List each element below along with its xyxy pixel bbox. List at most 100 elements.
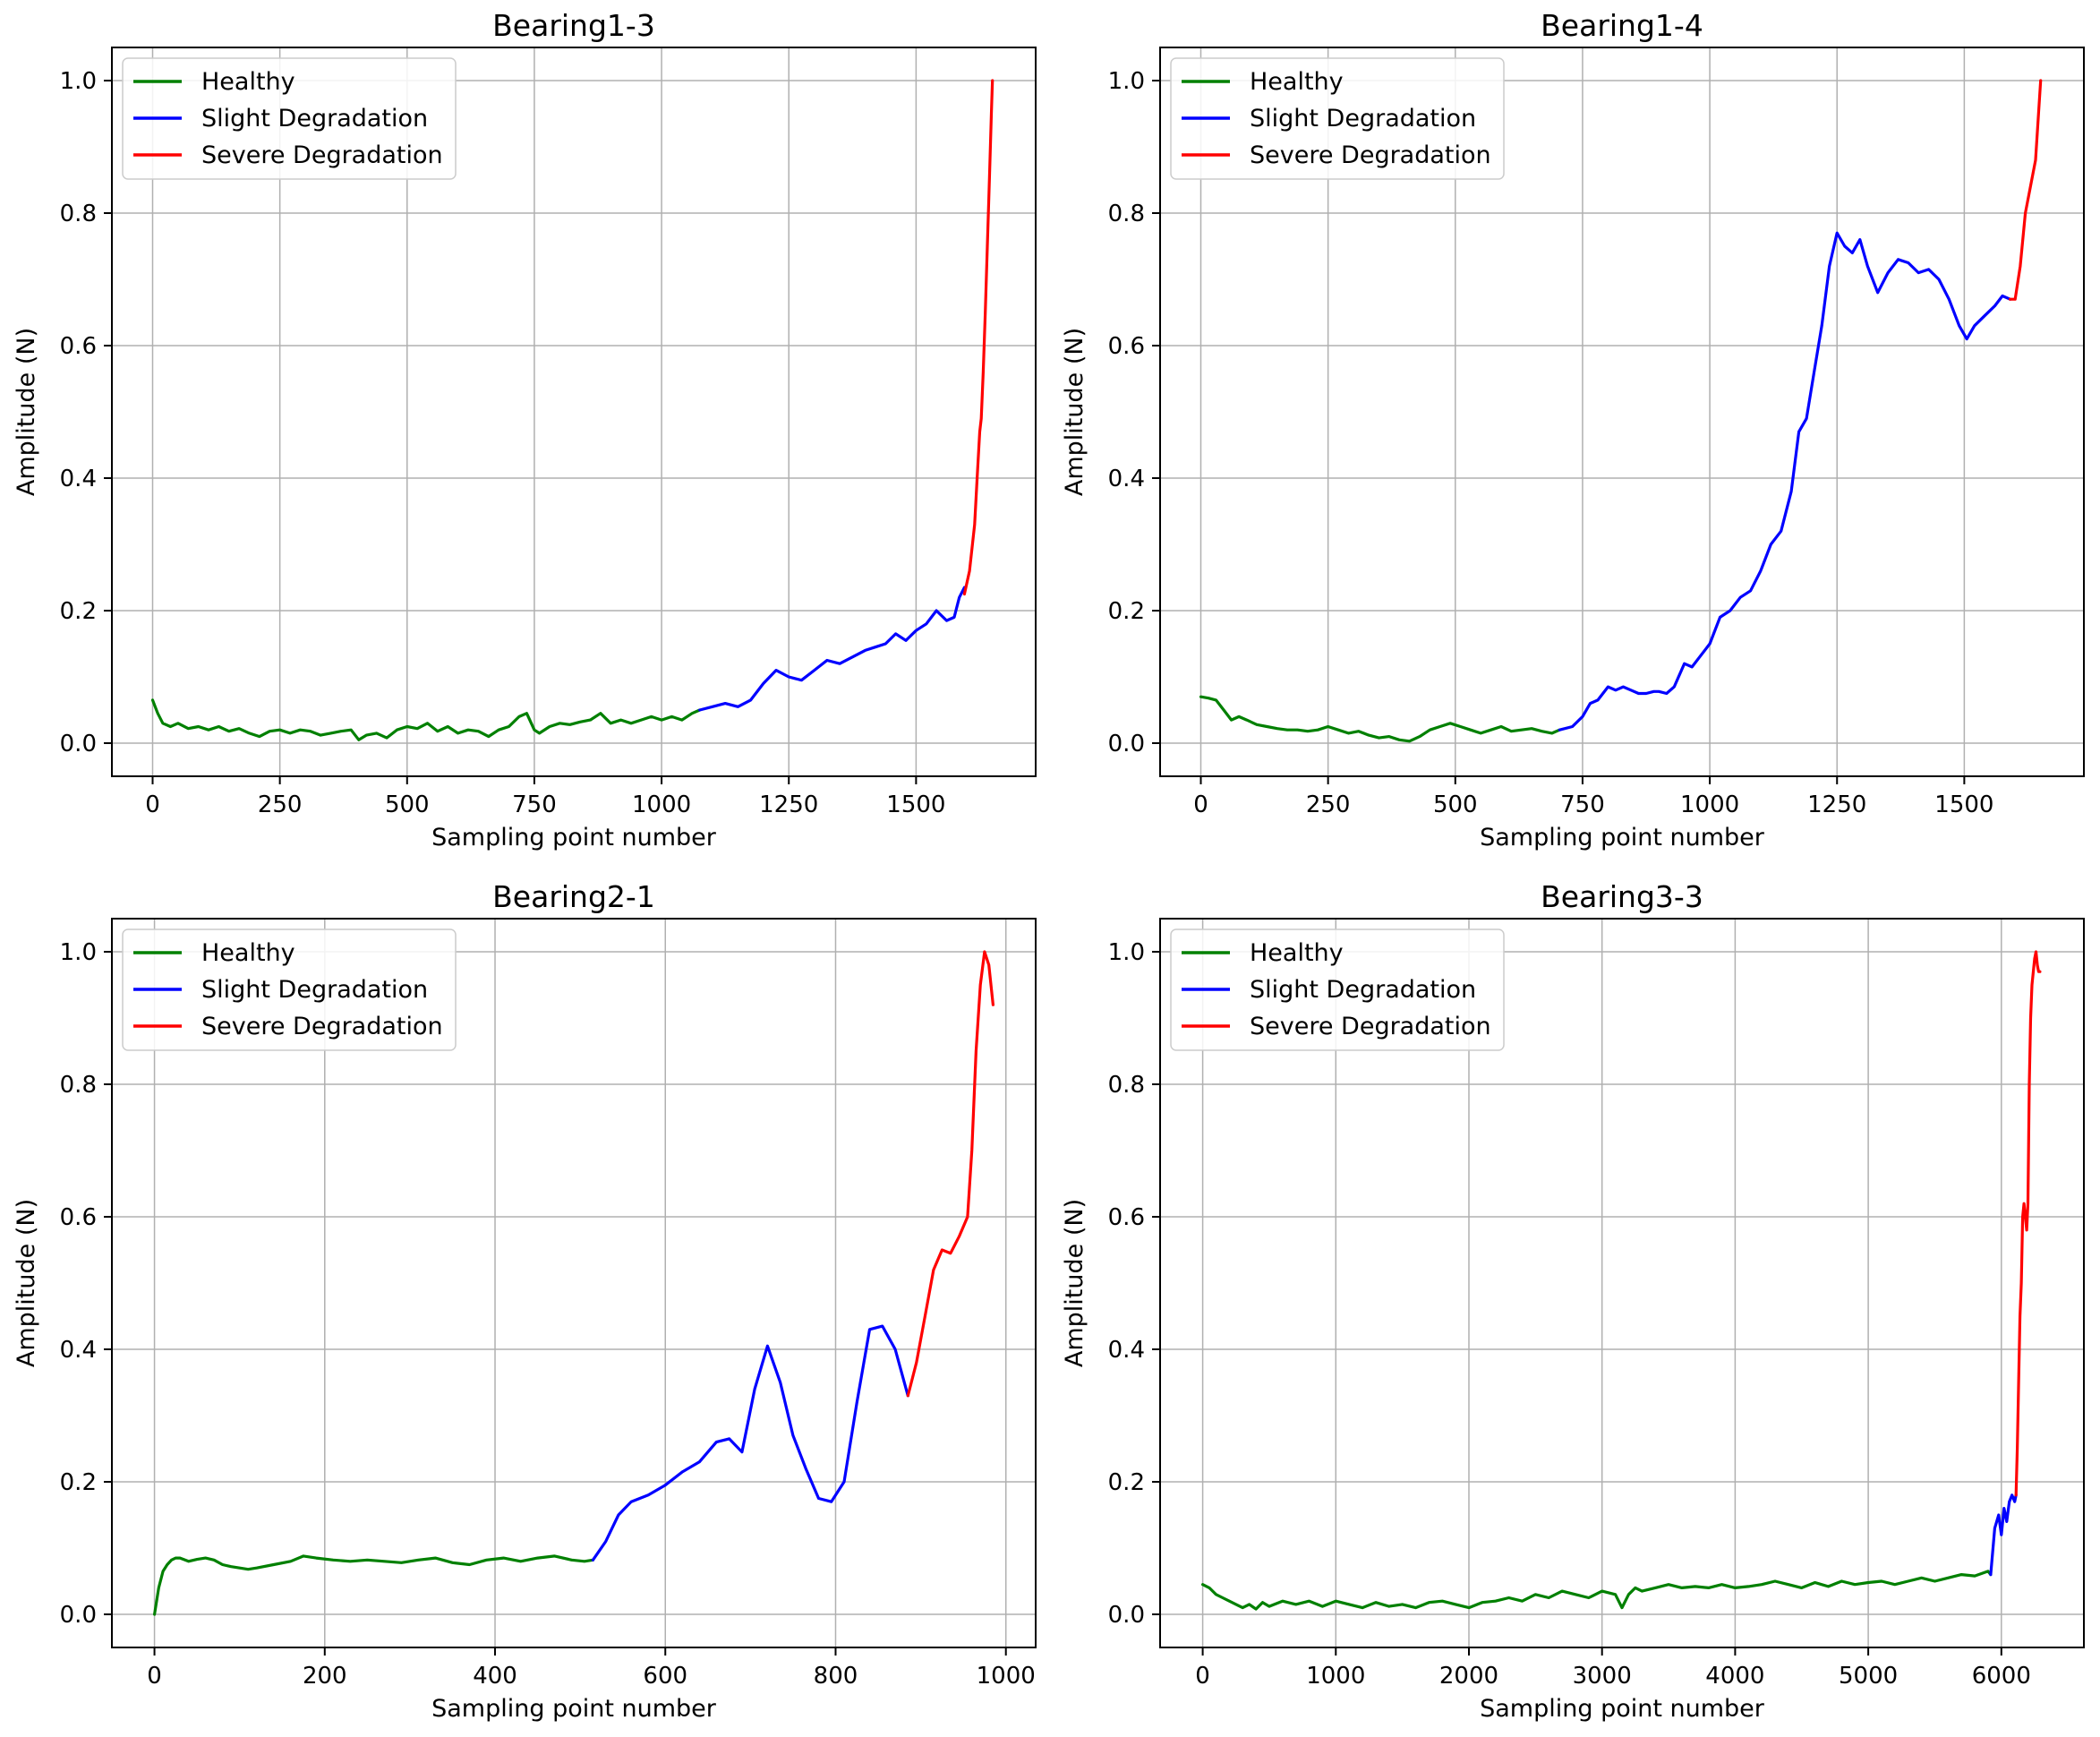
axes-frame	[111, 47, 1037, 777]
x-tick-label: 1000	[1306, 1663, 1365, 1690]
series-line-severe-degradation	[906, 950, 995, 1398]
series-line-slight-degradation	[1989, 1493, 2018, 1577]
y-tick-label: 0.0	[1108, 731, 1145, 757]
series-line-healthy	[150, 698, 702, 741]
y-tick-label: 0.8	[1108, 1072, 1145, 1099]
x-tick-label: 0	[1193, 791, 1208, 818]
legend-label: Healthy	[1250, 68, 1344, 96]
legend-label: Healthy	[201, 68, 295, 96]
y-tick-label: 0.6	[1108, 1204, 1145, 1231]
series-line-healthy	[1199, 695, 1561, 743]
legend-box	[1170, 57, 1505, 180]
x-tick-label: 1000	[632, 791, 691, 818]
series-line-severe-degradation	[2009, 79, 2043, 301]
y-tick-label: 0.8	[60, 201, 97, 227]
axes-frame	[1159, 918, 2085, 1648]
y-tick-label: 0.4	[60, 1337, 97, 1364]
series-line-slight-degradation	[591, 1324, 909, 1562]
y-tick-label: 0.4	[1108, 466, 1145, 492]
y-tick-label: 1.0	[1108, 939, 1145, 966]
legend-label: Severe Degradation	[1250, 1013, 1491, 1040]
y-tick-label: 1.0	[1108, 68, 1145, 95]
x-tick-label: 4000	[1705, 1663, 1764, 1690]
legend-box	[122, 928, 457, 1051]
y-tick-label: 0.8	[60, 1072, 97, 1099]
y-tick-label: 1.0	[60, 939, 97, 966]
legend-label: Slight Degradation	[1250, 976, 1476, 1004]
legend-label: Severe Degradation	[201, 1013, 443, 1040]
y-tick-label: 0.6	[60, 333, 97, 360]
y-axis-label: Amplitude (N)	[1061, 1199, 1088, 1367]
y-axis-label: Amplitude (N)	[1061, 328, 1088, 496]
x-tick-label: 500	[385, 791, 430, 818]
x-tick-label: 800	[814, 1663, 858, 1690]
y-tick-label: 0.4	[60, 466, 97, 492]
x-tick-label: 1000	[1680, 791, 1739, 818]
y-tick-label: 0.4	[1108, 1337, 1145, 1364]
axes-frame	[1159, 47, 2085, 777]
y-axis-label: Amplitude (N)	[13, 328, 40, 496]
x-axis-label: Sampling point number	[431, 824, 717, 851]
y-tick-label: 0.2	[1108, 1469, 1145, 1496]
panel-4: 0 1000 2000 3000 4000 5000 6000 0.0 0.2 0.4 0.6 0.8…	[1061, 879, 2085, 1723]
legend-label: Slight Degradation	[1250, 105, 1476, 133]
x-tick-label: 0	[1195, 1663, 1210, 1690]
chart-title: Bearing3-3	[1541, 879, 1703, 914]
series-line-severe-degradation	[962, 79, 995, 596]
y-tick-label: 0.0	[60, 1602, 97, 1629]
y-tick-label: 0.6	[60, 1204, 97, 1231]
series-line-healthy	[1200, 1570, 1993, 1611]
x-tick-label: 0	[145, 791, 160, 818]
series-line-slight-degradation	[1558, 231, 2012, 732]
legend: Healthy Slight Degradation Severe Degradat…	[122, 57, 457, 180]
y-tick-label: 0.2	[60, 1469, 97, 1496]
x-tick-label: 600	[643, 1663, 687, 1690]
x-tick-label: 1000	[977, 1663, 1036, 1690]
legend-label: Slight Degradation	[201, 105, 428, 133]
legend-label: Severe Degradation	[1250, 141, 1491, 169]
x-tick-label: 750	[512, 791, 557, 818]
chart-title: Bearing2-1	[492, 879, 655, 914]
x-axis-label: Sampling point number	[431, 1695, 717, 1723]
y-tick-label: 0.0	[1108, 1602, 1145, 1629]
series-line-severe-degradation	[2014, 950, 2042, 1497]
x-tick-label: 2000	[1439, 1663, 1498, 1690]
axes-frame	[111, 918, 1037, 1648]
legend: Healthy Slight Degradation Severe Degradat…	[1170, 57, 1505, 180]
legend-label: Healthy	[1250, 939, 1344, 967]
x-tick-label: 3000	[1573, 1663, 1632, 1690]
y-tick-label: 1.0	[60, 68, 97, 95]
x-tick-label: 0	[147, 1663, 162, 1690]
panel-3: 0 200 400 600 800 1000 0.0 0.2 0.4 0.6 0.8 1.0 Beari…	[13, 879, 1037, 1723]
x-tick-label: 750	[1560, 791, 1605, 818]
x-tick-label: 500	[1433, 791, 1478, 818]
legend: Healthy Slight Degradation Severe Degradat…	[122, 928, 457, 1051]
panel-1: 0 250 500 750 1000 1250 1500 0.0 0.2 0.4 0.6 0.8 1.0…	[13, 8, 1037, 851]
x-axis-label: Sampling point number	[1480, 1695, 1765, 1723]
y-tick-label: 0.8	[1108, 201, 1145, 227]
series-line-slight-degradation	[698, 586, 967, 712]
legend-label: Severe Degradation	[201, 141, 443, 169]
y-tick-label: 0.0	[60, 731, 97, 757]
series-line-healthy	[153, 1554, 595, 1616]
legend-label: Healthy	[201, 939, 295, 967]
legend-box	[1170, 928, 1505, 1051]
legend-label: Slight Degradation	[201, 976, 428, 1004]
chart-title: Bearing1-4	[1541, 8, 1703, 43]
y-tick-label: 0.2	[60, 598, 97, 625]
y-axis-label: Amplitude (N)	[13, 1199, 40, 1367]
legend: Healthy Slight Degradation Severe Degradat…	[1170, 928, 1505, 1051]
x-tick-label: 400	[473, 1663, 517, 1690]
chart-title: Bearing1-3	[492, 8, 655, 43]
x-tick-label: 1500	[1934, 791, 1993, 818]
panel-2: 0 250 500 750 1000 1250 1500 0.0 0.2 0.4 0.6 0.8 1.0…	[1061, 8, 2085, 851]
y-tick-label: 0.2	[1108, 598, 1145, 625]
y-tick-label: 0.6	[1108, 333, 1145, 360]
x-tick-label: 250	[1306, 791, 1351, 818]
x-tick-label: 6000	[1972, 1663, 2031, 1690]
x-tick-label: 250	[258, 791, 303, 818]
legend-box	[122, 57, 457, 180]
x-axis-label: Sampling point number	[1480, 824, 1765, 851]
x-tick-label: 1250	[1807, 791, 1866, 818]
